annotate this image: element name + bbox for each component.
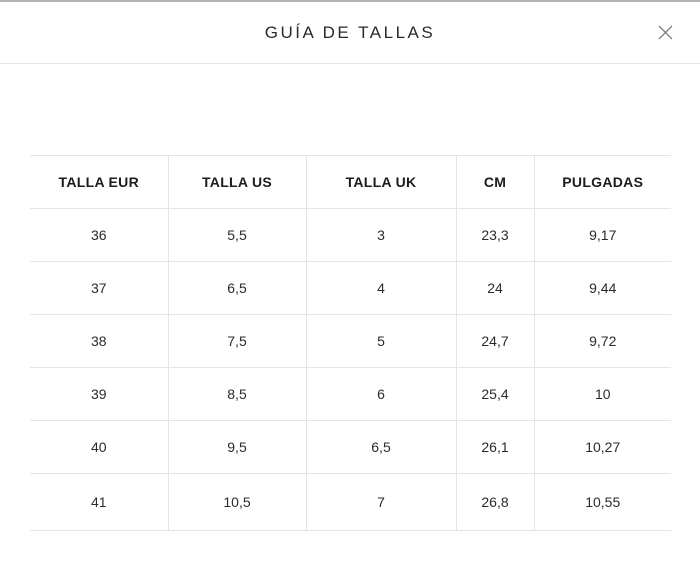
cell-cm: 25,4 [455,367,534,421]
cell-uk: 6,5 [305,420,456,474]
cell-pulgadas: 10,27 [533,420,671,474]
cell-us: 7,5 [167,314,306,368]
cell-uk: 5 [305,314,456,368]
size-table-head: TALLA EUR TALLA US TALLA UK CM PULGADAS [30,155,671,209]
cell-cm: 24,7 [455,314,534,368]
cell-pulgadas: 10 [533,367,671,421]
cell-cm: 24 [455,261,534,315]
cell-pulgadas: 10,55 [533,473,671,531]
cell-eur: 37 [30,261,168,315]
column-header-talla-uk: TALLA UK [305,155,456,209]
table-row: 40 9,5 6,5 26,1 10,27 [30,420,671,474]
cell-cm: 26,1 [455,420,534,474]
modal-header: GUÍA DE TALLAS [0,0,700,64]
cell-eur: 41 [30,473,168,531]
cell-cm: 23,3 [455,208,534,262]
cell-us: 5,5 [167,208,306,262]
cell-pulgadas: 9,44 [533,261,671,315]
table-row: 39 8,5 6 25,4 10 [30,367,671,421]
table-row: 41 10,5 7 26,8 10,55 [30,473,671,531]
cell-eur: 36 [30,208,168,262]
cell-uk: 6 [305,367,456,421]
cell-us: 9,5 [167,420,306,474]
size-table-body: 36 5,5 3 23,3 9,17 37 6,5 4 24 9,44 38 7… [30,208,671,531]
cell-pulgadas: 9,72 [533,314,671,368]
cell-pulgadas: 9,17 [533,208,671,262]
close-button[interactable] [654,22,676,44]
column-header-cm: CM [455,155,534,209]
column-header-talla-us: TALLA US [167,155,306,209]
cell-eur: 38 [30,314,168,368]
cell-us: 10,5 [167,473,306,531]
table-row: 37 6,5 4 24 9,44 [30,261,671,315]
modal-title: GUÍA DE TALLAS [264,22,436,42]
cell-uk: 7 [305,473,456,531]
cell-uk: 3 [305,208,456,262]
table-row: 38 7,5 5 24,7 9,72 [30,314,671,368]
column-header-pulgadas: PULGADAS [533,155,671,209]
close-icon [658,25,672,40]
header-row: TALLA EUR TALLA US TALLA UK CM PULGADAS [30,155,671,209]
cell-eur: 40 [30,420,168,474]
cell-eur: 39 [30,367,168,421]
size-table: TALLA EUR TALLA US TALLA UK CM PULGADAS … [30,155,671,531]
table-row: 36 5,5 3 23,3 9,17 [30,208,671,262]
cell-us: 6,5 [167,261,306,315]
cell-cm: 26,8 [455,473,534,531]
cell-us: 8,5 [167,367,306,421]
column-header-talla-eur: TALLA EUR [30,155,168,209]
cell-uk: 4 [305,261,456,315]
